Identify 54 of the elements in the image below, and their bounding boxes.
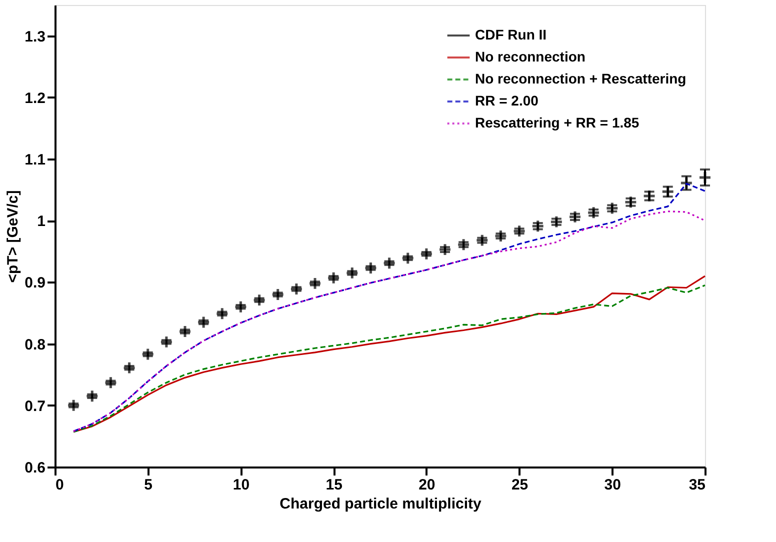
point [141,348,155,361]
point [401,251,415,265]
point [420,247,434,261]
x-tick-label: 35 [688,476,706,494]
x-tick-label: 25 [511,476,528,494]
point [698,170,712,184]
x-tick-label: 20 [418,476,436,494]
point [104,376,118,390]
y-tick-label: 1.1 [24,152,46,168]
point [382,256,396,270]
legend-label: Rescattering + RR = 1.85 [475,114,640,130]
x-tick-label: 30 [604,476,621,494]
legend-label: RR = 2.00 [475,92,539,108]
x-tick-label: 10 [232,476,250,494]
point [568,210,582,224]
y-tick-label: 0.9 [24,274,46,292]
point [512,224,526,238]
point [308,276,322,290]
legend-label: CDF Run II [475,26,547,42]
y-tick-label: 1 [37,213,46,230]
point [364,261,378,275]
point [290,282,304,296]
y-tick-label: 0.6 [24,460,46,476]
y-tick-label: 0.8 [24,336,46,354]
point [456,238,470,252]
point [345,266,359,280]
point [531,219,545,233]
point [85,389,99,403]
y-axis-title: <pT> [GeV/c] [4,190,22,283]
point [234,300,248,314]
x-axis-title: Charged particle multiplicity [280,496,482,512]
legend-label: No reconnection [475,48,586,64]
point [178,324,192,338]
y-tick-label: 1.2 [24,90,46,107]
x-tick-label: 15 [326,476,342,494]
point [326,271,340,285]
point [122,361,136,375]
legend-label: No reconnection + Rescattering [475,70,686,86]
y-tick-label: 0.7 [24,398,46,415]
point [252,293,266,307]
point [215,306,229,320]
point [160,335,174,349]
point [66,398,80,412]
point [494,229,508,243]
x-tick-label: 0 [56,476,64,494]
point [271,288,285,302]
point [196,316,210,329]
x-tick-label: 5 [144,476,153,494]
point [475,234,489,248]
point [550,215,564,229]
point [586,206,600,220]
point [605,202,619,216]
y-tick-label: 1.3 [24,28,46,46]
point [438,242,452,256]
